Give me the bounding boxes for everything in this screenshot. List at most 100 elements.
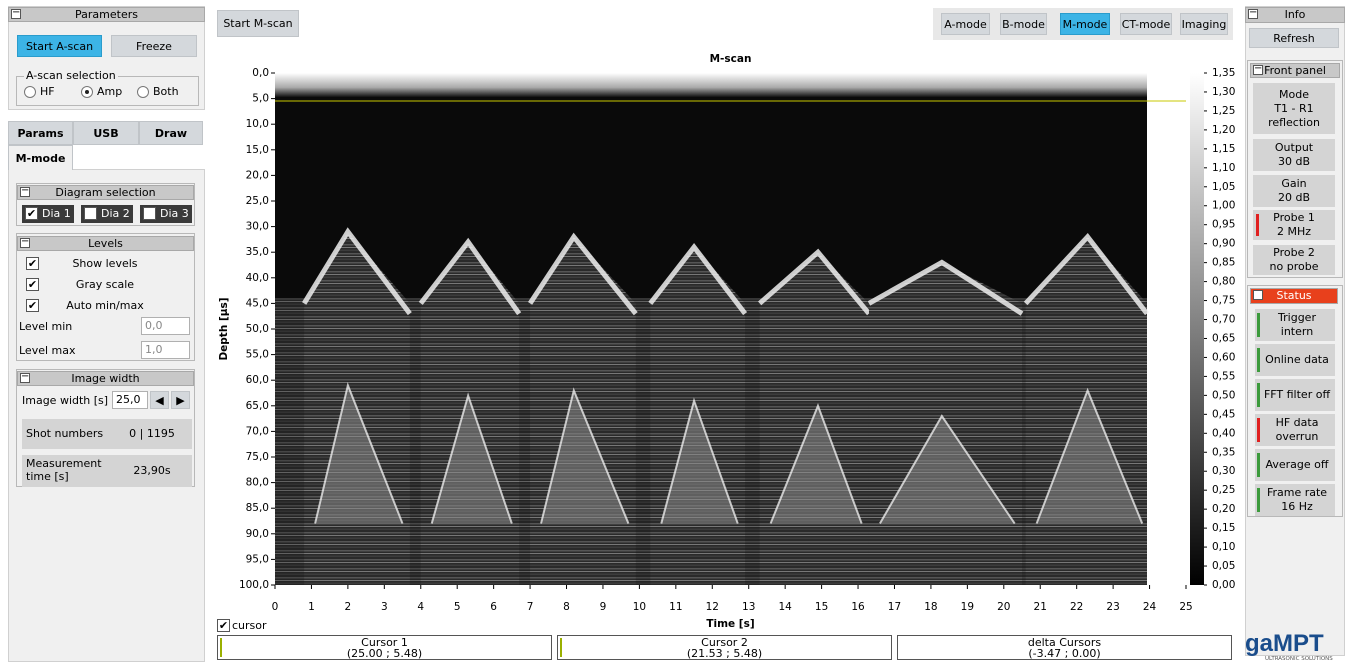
logo-tagline: ULTRASONIC SOLUTIONS [1265,656,1333,662]
x-tick-label: 15 [815,601,828,613]
echo-lower-front [1035,387,1144,524]
y-tick-label: 35,0 [246,246,269,258]
checkbox [84,207,97,220]
x-tick-label: 7 [527,601,534,613]
freeze-button[interactable]: Freeze [111,35,197,57]
cursor-box: Cursor 2 (21.53 ; 5.48) [557,635,892,660]
x-tick-label: 9 [600,601,607,613]
card-label: Probe 1 [1273,211,1315,224]
y-tick-label: 5,0 [252,93,269,105]
echo-lower-front [430,392,513,524]
collapse-button[interactable]: − [1253,288,1263,300]
collapse-button[interactable]: − [20,371,30,383]
start-m-scan-button[interactable]: Start M-scan [217,10,299,37]
colorbar-tick-label: 0,45 [1212,408,1235,420]
header-title: Info [1284,8,1306,21]
collapse-button[interactable]: − [20,236,30,248]
measurement-value: 23,90s [133,464,171,477]
diagram-selection-header: − Diagram selection [17,185,194,200]
mode-button[interactable]: CT-mode [1120,13,1172,35]
cursor-checkbox[interactable]: ✔ [217,619,230,632]
mode-button[interactable]: A-mode [941,13,990,35]
front-panel-card: Gain 20 dB [1253,175,1335,207]
tab[interactable]: Params [8,121,73,145]
y-tick-label: 50,0 [246,323,269,335]
status-label: Frame rate 16 Hz [1266,486,1328,513]
collapse-button[interactable]: − [20,185,30,197]
echo-front [758,248,871,316]
increase-button[interactable]: ▶ [171,391,190,409]
card-value: 2 MHz [1276,225,1312,238]
y-tick-label: 40,0 [246,272,269,284]
cursor-value: (21.53 ; 5.48) [686,647,763,660]
y-tick-label: 85,0 [246,502,269,514]
y-tick-label: 15,0 [246,144,269,156]
level-max-label: Level max [19,344,76,357]
radio-label: Both [153,85,179,98]
echo-lower [541,390,629,524]
mode-button[interactable]: M-mode [1060,13,1110,35]
front-panel-card: Probe 2 no probe [1253,245,1335,275]
collapse-button[interactable]: − [1248,7,1258,19]
mode-button[interactable]: Imaging [1180,13,1228,35]
status-card: Trigger intern [1255,309,1335,341]
radio-button[interactable] [81,86,93,98]
x-tick-label: 22 [1070,601,1083,613]
front-panel-card: Output 30 dB [1253,139,1335,171]
check-label: Show levels [72,257,138,270]
colorbar-tick-label: 0,20 [1212,503,1235,515]
x-tick-label: 3 [381,601,388,613]
tab[interactable]: USB [73,121,139,145]
colorbar-tick-label: 0,70 [1212,314,1235,326]
status-label: FFT filter off [1263,388,1331,401]
radio-button[interactable] [137,86,149,98]
y-tick-label: 90,0 [246,528,269,540]
checkbox[interactable]: ✔ [26,257,39,270]
echo-front [867,259,1024,316]
indicator [1257,313,1260,337]
decrease-button[interactable]: ◀ [150,391,169,409]
checkbox[interactable]: ✔ [26,299,39,312]
collapse-button[interactable]: − [11,7,21,19]
tab[interactable]: M-mode [8,145,73,170]
colorbar-tick-label: 0,10 [1212,541,1235,553]
colorbar-tick-label: 0,90 [1212,238,1235,250]
radio-button[interactable] [24,86,36,98]
cursor-box: delta Cursors (-3.47 ; 0.00) [897,635,1232,660]
status-header: − Status [1250,288,1338,304]
checkbox [143,207,156,220]
diagram-label: Dia 1 [42,207,71,220]
y-tick-label: 45,0 [246,297,269,309]
radio-label: HF [40,85,55,98]
card-label: Probe 2 [1273,246,1315,259]
echo-lower [315,385,403,524]
card-value: 30 dB [1277,155,1311,168]
cursor-value: (25.00 ; 5.48) [346,647,423,660]
level-max-input[interactable]: 1,0 [141,341,190,359]
collapse-button[interactable]: − [1253,63,1263,75]
start-a-scan-button[interactable]: Start A-scan [17,35,102,57]
image-width-input[interactable]: 25,0 [112,391,148,409]
cursor-marker [560,638,562,657]
colorbar-tick-label: 1,30 [1212,86,1235,98]
diagram-toggle[interactable]: Dia 3 [140,205,192,223]
mode-button[interactable]: B-mode [1000,13,1047,35]
x-tick-label: 13 [742,601,755,613]
diagram-toggle[interactable]: ✔ Dia 1 [22,205,74,223]
x-tick-label: 14 [778,601,792,613]
diagram-toggle[interactable]: Dia 2 [81,205,133,223]
echo-lower [1036,390,1143,524]
checkbox: ✔ [25,207,38,220]
cursor-value: (-3.47 ; 0.00) [1028,647,1101,660]
echo-lower [879,416,1015,524]
header-title: Status [1276,289,1312,302]
checkbox[interactable]: ✔ [26,278,39,291]
tab[interactable]: Draw [139,121,203,145]
level-min-input[interactable]: 0,0 [141,317,190,335]
refresh-button[interactable]: Refresh [1249,28,1339,48]
cursor-title: Cursor 2 [701,636,748,649]
x-tick-label: 10 [633,601,646,613]
cursor-title: delta Cursors [1027,636,1102,649]
check-label: Gray scale [75,278,135,291]
